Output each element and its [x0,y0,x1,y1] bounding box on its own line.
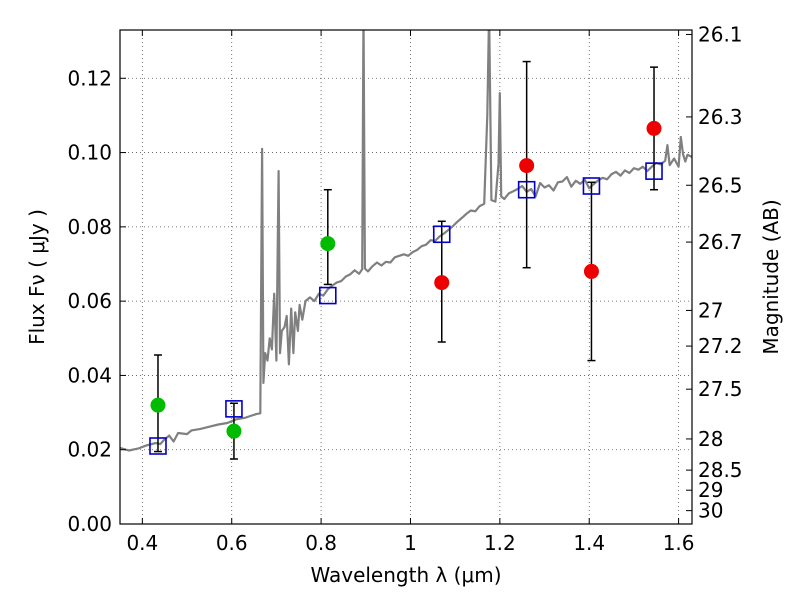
mag-tick-label: 27 [698,298,723,322]
y-tick-label: 0.08 [67,215,112,239]
mag-tick-label: 26.3 [698,105,743,129]
observed-point-green [226,423,242,439]
x-tick-label: 1.2 [484,531,516,555]
y-tick-label: 0.04 [67,363,112,387]
y-tick-label: 0.10 [67,141,112,165]
y-tick-label: 0.12 [67,66,112,90]
x-tick-label: 1.4 [573,531,605,555]
model-band-square [582,177,601,195]
mag-tick-label: 29 [698,478,723,502]
observed-points-layer [150,120,662,439]
x-axis-label: Wavelength λ (μm) [310,563,501,587]
y-axis-label-right: Magnitude (AB) [759,199,783,354]
model-band-square [225,400,243,418]
observed-point-red [646,120,662,136]
observed-point-green [150,397,166,413]
y-tick-label: 0.02 [67,438,112,462]
plot-frame [119,29,693,525]
mag-tick-label: 27.2 [698,334,743,358]
y-axis-label-left: Flux Fν ( μJy ) [25,209,49,345]
x-tick-label: 0.4 [126,531,158,555]
ticks: 0.4 0.6 0.8 1 1.2 1.4 1.6 0.00 0.02 0.04 0.06 0.08 0… [67,22,742,555]
x-tick-label: 0.6 [216,531,248,555]
x-tick-label: 0.8 [305,531,337,555]
observed-point-green [320,236,336,252]
model-band-square [432,225,451,244]
x-tick-label: 1.6 [663,531,695,555]
model-squares-layer [149,162,663,455]
spectrum-layer [120,30,692,452]
spectrum-line [120,30,692,452]
mag-tick-label: 26.5 [698,173,743,197]
observed-point-red [519,158,535,174]
model-band-square [517,180,536,199]
x-tick-label: 1 [404,531,417,555]
observed-point-red [583,263,599,279]
y-tick-label: 0.06 [67,289,112,313]
observed-point-red [434,275,450,291]
mag-tick-label: 30 [698,499,723,523]
mag-tick-label: 26.1 [698,22,743,46]
model-band-square [318,286,337,305]
model-band-square [149,437,167,455]
y-tick-label: 0.00 [67,512,112,536]
mag-tick-label: 28 [698,427,723,451]
model-band-square [645,162,663,180]
mag-tick-label: 26.7 [698,230,743,254]
mag-tick-label: 28.5 [698,458,743,482]
mag-tick-label: 27.5 [698,377,743,401]
